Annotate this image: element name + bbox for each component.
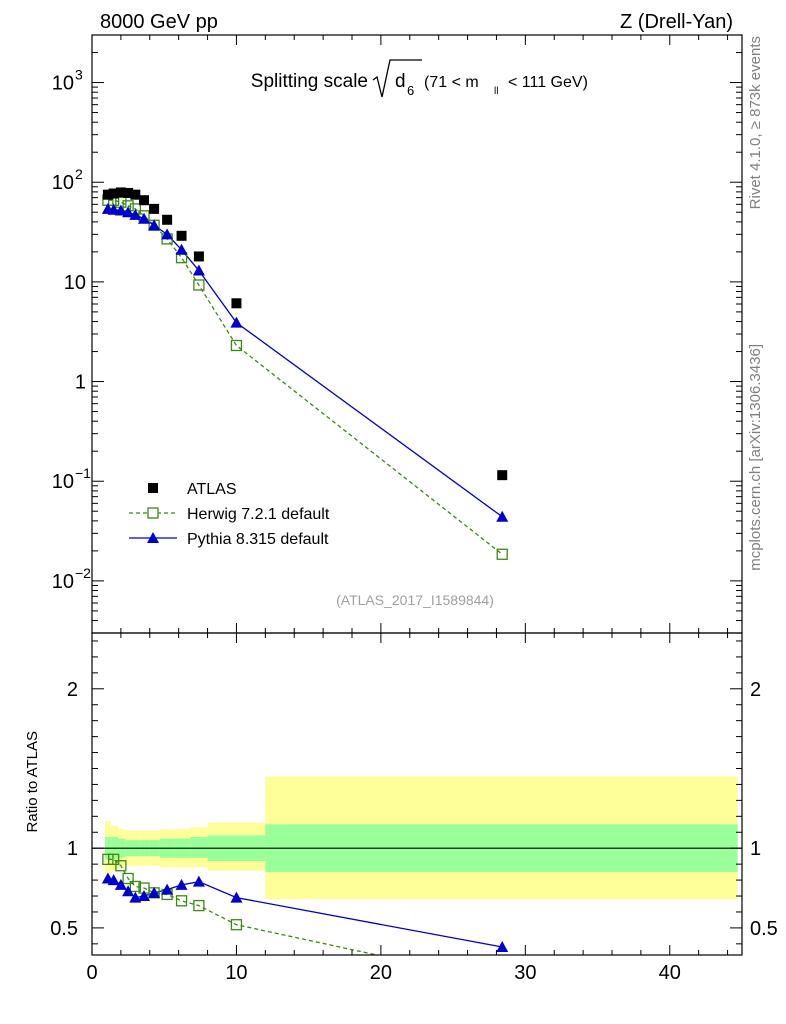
legend-marker-open-square-icon: [147, 507, 159, 519]
atlas-point: [149, 203, 160, 214]
herwig-ratio-point: [230, 919, 243, 931]
herwig-point: [496, 548, 508, 560]
pythia-ratio-point: [114, 878, 127, 890]
y-tick-label: 10: [52, 172, 74, 194]
ratio-y-tick-label-right: 2: [750, 679, 761, 701]
pythia-line: [107, 208, 503, 518]
herwig-ratio-line: [107, 858, 380, 955]
herwig-ratio-point: [122, 872, 134, 885]
pythia-point: [148, 219, 161, 231]
pythia-ratio-point: [175, 878, 188, 890]
ratio-panel: 0 10 20 30 40 0.5 0.5 1 1 2 2 Ratio to ATLAS: [24, 632, 778, 987]
atlas-point: [162, 214, 173, 225]
legend-entry-atlas: ATLAS: [148, 481, 237, 498]
pythia-point: [161, 228, 174, 240]
legend-label-pythia: Pythia 8.315 default: [187, 531, 329, 548]
pythia-ratio-point: [192, 875, 205, 887]
pythia-point: [122, 206, 135, 218]
y-tick-label: 1: [75, 372, 86, 394]
title-cut-sub: ll: [494, 86, 498, 97]
pythia-ratio-point: [129, 891, 142, 903]
plot-title: Splitting scale d 6 (71 < m ll < 111 GeV…: [251, 59, 588, 98]
x-tick-label: 10: [225, 962, 247, 984]
ratio-y-tick-label: 2: [67, 679, 78, 701]
atlas-point: [108, 188, 119, 199]
pythia-ratio-point: [138, 890, 150, 902]
herwig-ratio-point: [102, 853, 114, 866]
atlas-point: [231, 298, 242, 309]
y-tick-label: 10: [52, 471, 74, 493]
atlas-point: [130, 189, 141, 200]
pythia-ratio-point: [230, 891, 243, 903]
atlas-point: [139, 195, 149, 206]
title-cut-open: (71 < m: [424, 74, 479, 91]
ratio-y-tick-label-right: 0.5: [750, 918, 778, 940]
pythia-ratio-point: [148, 886, 161, 898]
y-tick-label: 10: [64, 272, 86, 294]
rivet-version-label: Rivet 4.1.0, ≥ 873k events: [747, 36, 764, 209]
atlas-point: [193, 251, 204, 262]
atlas-point: [115, 187, 126, 198]
legend-label-atlas: ATLAS: [187, 481, 237, 498]
atlas-point: [176, 230, 187, 241]
ratio-panel-frame: [91, 632, 743, 956]
herwig-point: [193, 279, 205, 291]
pythia-ratio-point: [161, 883, 174, 895]
pythia-point: [230, 316, 243, 328]
y-tick-exponent: 2: [75, 166, 83, 182]
process-label: Z (Drell-Yan): [620, 11, 733, 33]
title-var-sub: 6: [407, 83, 414, 98]
pythia-ratio-point: [122, 885, 135, 897]
y-tick-exponent: 3: [75, 67, 83, 83]
legend-label-herwig: Herwig 7.2.1 default: [187, 506, 330, 523]
ratio-y-tick-label: 0.5: [50, 918, 78, 940]
analysis-id-label: (ATLAS_2017_I1589844): [336, 592, 494, 608]
ratio-y-tick-label: 1: [67, 838, 78, 860]
x-tick-label: 40: [659, 962, 681, 984]
atlas-point: [497, 470, 508, 481]
atlas-point: [102, 189, 113, 200]
legend: ATLAS Herwig 7.2.1 default Pythia 8.315 …: [129, 481, 330, 548]
pythia-point: [496, 510, 509, 522]
y-tick-exponent: −1: [75, 465, 91, 481]
pythia-ratio-point: [107, 874, 120, 886]
x-tick-label: 30: [514, 962, 536, 984]
sqrt-sign-icon: [372, 59, 422, 98]
pythia-point: [192, 264, 205, 276]
y-tick-exponent: −2: [75, 565, 91, 581]
y-tick-label: 10: [52, 73, 74, 95]
legend-marker-triangle-icon: [147, 532, 159, 543]
pythia-point: [129, 208, 142, 220]
legend-entry-herwig: Herwig 7.2.1 default: [129, 506, 330, 523]
herwig-ratio-point: [129, 880, 141, 893]
herwig-ratio-point: [115, 860, 127, 872]
legend-entry-pythia: Pythia 8.315 default: [129, 531, 329, 548]
pythia-point: [114, 204, 127, 216]
energy-label: 8000 GeV pp: [100, 11, 218, 33]
pythia-point: [175, 243, 188, 255]
ratio-y-tick-label-right: 1: [750, 838, 761, 860]
herwig-ratio-point: [497, 977, 507, 987]
herwig-ratio-point: [108, 853, 120, 866]
title-main: Splitting scale: [251, 71, 368, 92]
uncertainty-band-inner: [190, 837, 208, 858]
herwig-line: [107, 199, 503, 555]
x-tick-label: 20: [370, 962, 392, 984]
source-label: mcplots.cern.ch [arXiv:1306.3436]: [747, 344, 764, 571]
atlas-point: [123, 187, 134, 198]
herwig-ratio-point: [193, 899, 205, 912]
y-tick-label: 10: [52, 571, 74, 593]
title-cut-close: < 111 GeV): [508, 74, 588, 91]
pythia-point: [107, 203, 120, 215]
ratio-axis-label: Ratio to ATLAS: [24, 731, 41, 832]
herwig-ratio-point: [175, 895, 188, 907]
title-var: d: [395, 71, 406, 92]
pythia-ratio-point: [496, 941, 509, 953]
x-tick-label: 0: [86, 962, 97, 984]
legend-marker-square-icon: [148, 483, 158, 493]
herwig-point: [230, 339, 243, 352]
pythia-point: [138, 212, 150, 224]
